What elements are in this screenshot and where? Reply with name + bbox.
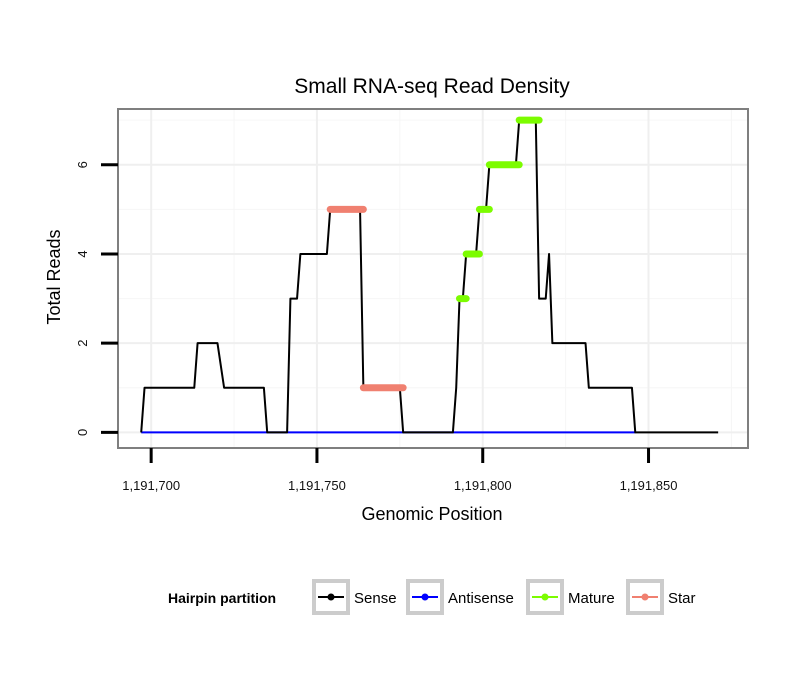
y-tick-label: 2: [75, 340, 90, 347]
legend-item-mature: Mature: [526, 579, 615, 615]
y-axis-label: Total Reads: [44, 229, 64, 324]
y-tick-label: 4: [75, 250, 90, 257]
grid-lines: [118, 109, 748, 448]
x-tick-label: 1,191,800: [454, 478, 512, 493]
legend-key-point: [541, 593, 549, 601]
plot-frame: [117, 108, 749, 449]
legend-item-sense: Sense: [312, 579, 397, 615]
legend-label: Star: [668, 590, 696, 607]
y-tick-label: 0: [75, 429, 90, 436]
chart-title: Small RNA-seq Read Density: [294, 75, 570, 98]
legend-key-point: [421, 593, 429, 601]
legend-label: Sense: [354, 590, 397, 607]
series-layer: [140, 116, 719, 434]
legend-label: Antisense: [448, 590, 514, 607]
series-line-sense: [140, 119, 719, 434]
y-axis: 0 2 4 6: [75, 161, 118, 436]
legend-item-star: Star: [626, 579, 696, 615]
legend-label: Mature: [568, 590, 615, 607]
x-axis-label: Genomic Position: [361, 504, 502, 524]
legend-item-antisense: Antisense: [406, 579, 514, 615]
x-tick-label: 1,191,750: [288, 478, 346, 493]
legend-key-point: [327, 593, 335, 601]
legend-title: Hairpin partition: [168, 590, 276, 606]
x-tick-label: 1,191,850: [620, 478, 678, 493]
y-tick-label: 6: [75, 161, 90, 168]
x-tick-label: 1,191,700: [122, 478, 180, 493]
legend-key-point: [641, 593, 649, 601]
x-axis: 1,191,700 1,191,750 1,191,800 1,191,850: [122, 448, 677, 493]
legend: Hairpin partition Sense Antisense Mature St…: [168, 579, 696, 615]
